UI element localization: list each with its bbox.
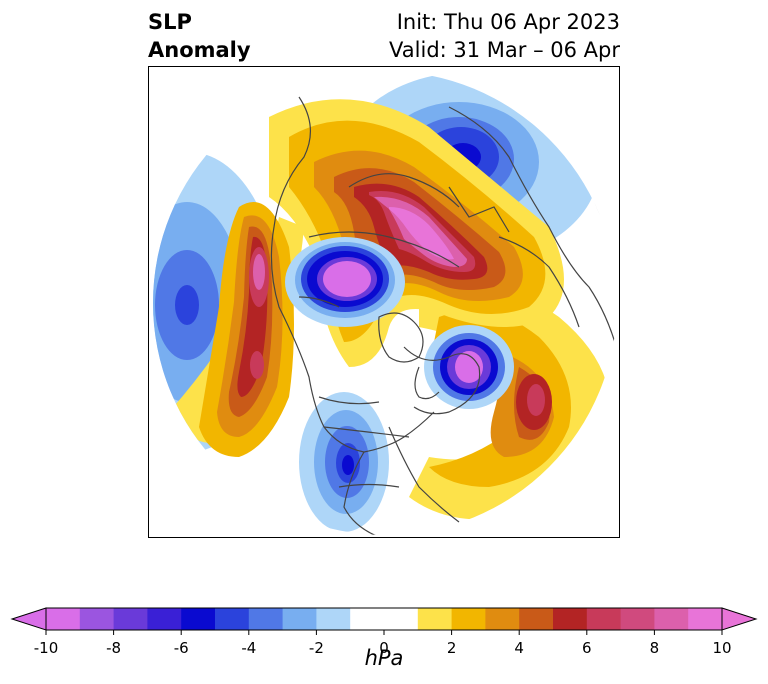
colorbar-bin-11 bbox=[451, 608, 486, 630]
map-title: SLP Anomaly bbox=[148, 8, 251, 64]
colorbar-bin-0 bbox=[46, 608, 81, 630]
colorbar-min-extension bbox=[10, 607, 47, 631]
colorbar-bin-3 bbox=[147, 608, 182, 630]
colorbar-bin-10 bbox=[417, 608, 453, 630]
colorbar-tick-label: 6 bbox=[582, 639, 592, 657]
colorbar-bins bbox=[46, 608, 723, 630]
colorbar-unit-label: hPa bbox=[364, 646, 404, 670]
colorbar-bin-18 bbox=[688, 608, 723, 630]
colorbar-bin-14 bbox=[553, 608, 588, 630]
colorbar-tick-label: 2 bbox=[447, 639, 457, 657]
colorbar-bin-6 bbox=[248, 608, 284, 630]
arctic-canada-low bbox=[285, 237, 405, 327]
colorbar-tick-label: -6 bbox=[174, 639, 189, 657]
coastline-layer bbox=[270, 96, 617, 535]
colorbar-ticks: -10 -8 -6 -4 -2 0 2 4 6 8 10 bbox=[34, 630, 732, 657]
valid-label: Valid: 31 Mar – 06 Apr bbox=[389, 38, 620, 62]
anomaly-map bbox=[153, 72, 617, 535]
colorbar-tick-label: 4 bbox=[514, 639, 524, 657]
contour-fill-layer bbox=[153, 72, 611, 532]
map-panel bbox=[148, 66, 620, 538]
date-info: Init: Thu 06 Apr 2023 Valid: 31 Mar – 06… bbox=[389, 8, 620, 64]
colorbar: -10 -8 -6 -4 -2 0 2 4 6 8 10 bbox=[10, 607, 758, 657]
colorbar-bin-15 bbox=[586, 608, 622, 630]
colorbar-tick-label: -2 bbox=[309, 639, 324, 657]
colorbar-tick-label: -4 bbox=[241, 639, 256, 657]
central-us-low bbox=[299, 392, 389, 532]
colorbar-tick-label: 8 bbox=[650, 639, 660, 657]
colorbar-tick-label: 0 bbox=[379, 639, 389, 657]
colorbar-tick-label: -10 bbox=[34, 639, 59, 657]
alaska-high bbox=[199, 202, 294, 457]
colorbar-bin-16 bbox=[620, 608, 655, 630]
colorbar-bin-7 bbox=[282, 608, 317, 630]
hudson-bay-low bbox=[424, 325, 514, 409]
colorbar-bin-5 bbox=[215, 608, 250, 630]
colorbar-tick-label: -8 bbox=[106, 639, 121, 657]
colorbar-bin-17 bbox=[654, 608, 689, 630]
colorbar-max-extension bbox=[721, 607, 758, 631]
colorbar-bin-9 bbox=[350, 608, 419, 630]
colorbar-tick-label: 10 bbox=[712, 639, 731, 657]
init-label: Init: Thu 06 Apr 2023 bbox=[396, 10, 620, 34]
colorbar-bin-1 bbox=[79, 608, 115, 630]
colorbar-bin-12 bbox=[485, 608, 520, 630]
colorbar-bin-4 bbox=[181, 608, 216, 630]
title-line-2: Anomaly bbox=[148, 38, 251, 62]
colorbar-bin-2 bbox=[113, 608, 148, 630]
title-line-1: SLP bbox=[148, 10, 192, 34]
colorbar-bin-13 bbox=[519, 608, 554, 630]
colorbar-bin-8 bbox=[316, 608, 351, 630]
